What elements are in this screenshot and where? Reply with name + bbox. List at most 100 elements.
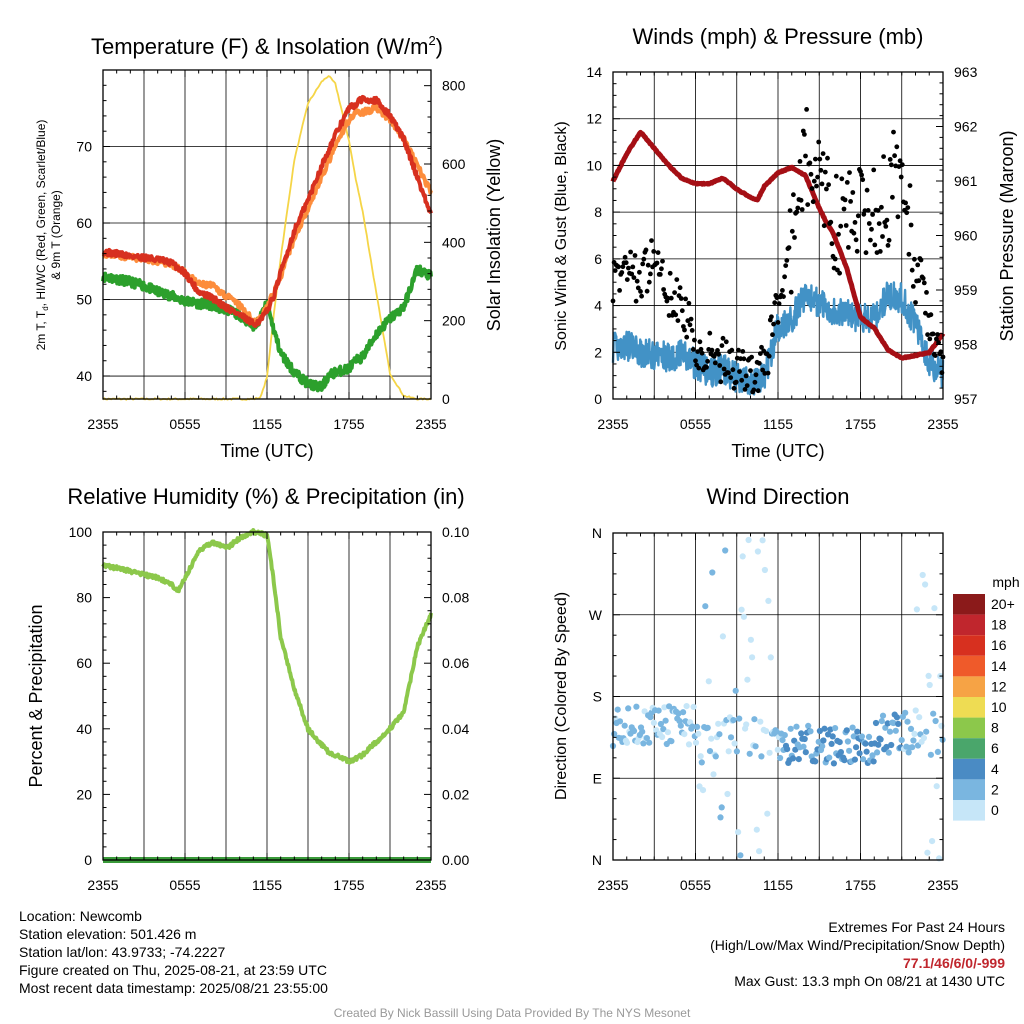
legend-label: 12 [991,678,1007,694]
gust-point [781,294,786,299]
gust-point [737,369,742,374]
legend-swatch [953,614,985,636]
legend-swatch [953,800,985,821]
direction-point [819,743,826,750]
gust-point [887,157,893,162]
gust-point [837,270,842,276]
humidity-y-label: Percent & Precipitation [26,604,46,787]
direction-point [828,740,835,748]
direction-point [666,703,673,710]
gust-point [736,347,741,353]
direction-point [934,748,942,756]
gust-point [744,383,750,388]
gust-point [938,349,944,355]
y2-tick-label: 400 [442,234,466,250]
legend-label: 4 [991,761,999,777]
direction-point [892,727,899,734]
direction-point [668,738,675,745]
y-tick-label: 100 [69,524,93,540]
gust-point [766,353,772,359]
direction-point [789,755,797,762]
gust-point [758,351,763,356]
x-tick-label: 2355 [927,416,958,432]
gust-point [886,237,892,243]
direction-point [710,771,717,778]
direction-point [685,741,693,748]
gust-point [696,365,702,371]
y2-tick-label: 0.00 [442,852,469,868]
recent-text: Most recent data timestamp: 2025/08/21 2… [19,980,328,996]
gust-point [751,387,757,393]
gust-point [816,139,822,145]
direction-point [689,723,696,730]
gust-point [864,187,870,193]
y2-tick-label: 200 [442,313,466,329]
gust-point [905,205,911,211]
y-tick-label: 40 [76,368,92,384]
gust-point [753,372,759,378]
wind-direction-points [609,536,946,862]
gust-point [668,295,674,301]
direction-point [754,548,762,555]
legend-label: 20+ [991,596,1015,612]
legend-swatch [953,738,985,759]
direction-point [816,727,824,735]
x-tick-label: 2355 [87,877,118,893]
legend-swatch [953,594,985,615]
direction-point [919,571,926,579]
gust-point [634,278,640,284]
y2-tick-label: 600 [442,156,466,172]
temperature-title: Temperature (F) & Insolation (W/m2) [91,33,443,59]
gust-point [798,197,804,203]
gust-point [720,335,726,341]
gust-point [894,144,900,150]
gust-point [772,300,778,306]
gust-point [825,155,830,161]
temperature-y-label-line2: & 9m T (Orange) [49,190,63,280]
gust-point [689,328,695,333]
x-tick-label: 0555 [169,416,200,432]
gust-point [936,340,941,345]
direction-point [836,739,843,746]
gust-point [927,336,933,342]
y2-tick-label: 957 [954,391,978,407]
direction-point [727,734,735,741]
gust-point [839,176,845,182]
y-tick-label: 0 [594,391,602,407]
gust-point [930,331,936,337]
gust-point [829,241,835,247]
gust-point [616,264,621,270]
gust-point [819,181,825,187]
gust-point [920,275,926,281]
gust-point [906,251,912,257]
gust-point [657,272,663,277]
wind-direction-title: Wind Direction [706,484,849,509]
direction-point [798,730,805,737]
direction-point [749,654,756,661]
direction-point [757,718,764,725]
gust-point [629,271,635,277]
legend-swatch [953,676,985,697]
gust-point [782,274,787,280]
legend-label: 6 [991,740,999,756]
direction-point [904,718,911,725]
gust-point [909,267,915,273]
direction-point [767,654,774,661]
direction-point [843,727,850,734]
gust-point [646,279,652,285]
gust-point [836,231,841,237]
gust-point [715,348,720,353]
gust-point [760,367,765,373]
direction-point [725,748,732,755]
y2-tick-label: 961 [954,173,978,189]
direction-point [812,758,819,765]
humidity-title: Relative Humidity (%) & Precipitation (i… [67,484,464,509]
solar-y2-label: Solar Insolation (Yellow) [484,139,504,331]
gust-point [730,367,736,373]
y2-tick-label: 960 [954,228,978,244]
gust-point [787,208,793,214]
direction-point [733,748,741,755]
direction-point [902,709,909,716]
temperature-panel: Temperature (F) & Insolation (W/m2) 2355… [34,33,504,461]
